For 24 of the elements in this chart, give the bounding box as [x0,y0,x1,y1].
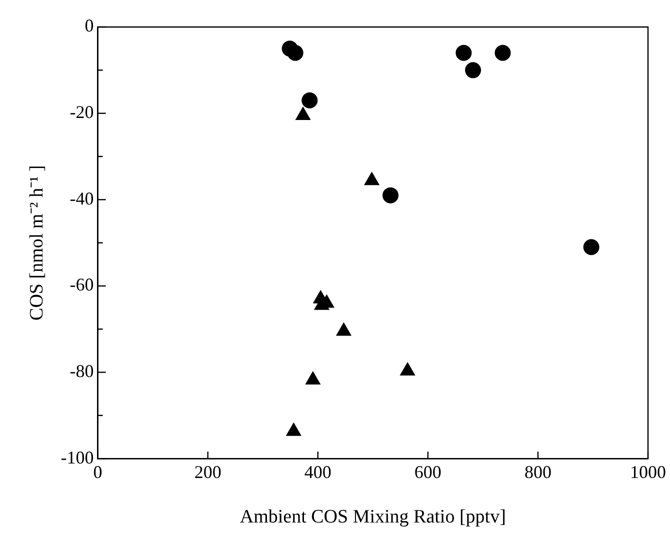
point [287,44,304,61]
point [336,322,352,336]
point [286,422,302,436]
x-tick-label: 400 [304,462,332,482]
y-tick-label: -40 [70,188,94,208]
y-tick-label: -60 [70,274,94,295]
point [465,62,482,78]
point [456,44,472,61]
y-tick-label: -80 [70,361,94,382]
point [400,362,416,376]
y-tick-label: 0 [84,16,94,36]
x-tick-label: 1000 [630,462,666,482]
x-axis-title: Ambient COS Mixing Ratio [pptv] [240,506,506,528]
point [305,371,321,385]
point [494,44,511,61]
y-tick-label: -100 [60,447,94,468]
x-tick-label: 200 [194,462,222,482]
x-tick-label: 600 [414,462,442,482]
point [364,172,380,186]
point [382,187,399,204]
y-axis-title: COS [nmol m⁻² h⁻¹ ] [26,165,48,320]
x-tick-label: 800 [524,462,552,482]
point [302,92,318,108]
y-tick-label: -20 [70,102,94,122]
